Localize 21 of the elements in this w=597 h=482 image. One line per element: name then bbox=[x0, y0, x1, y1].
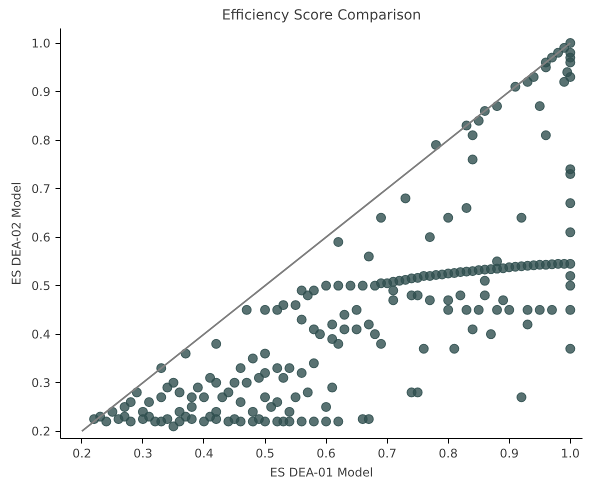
x-tick-label: 0.8 bbox=[438, 446, 458, 460]
x-tick-label: 0.4 bbox=[194, 446, 214, 460]
x-tick-label: 1.0 bbox=[560, 446, 580, 460]
y-tick-label: 0.9 bbox=[31, 85, 51, 100]
x-tick-label: 0.7 bbox=[378, 446, 397, 460]
y-tick-label: 0.4 bbox=[31, 328, 51, 342]
y-tick-label: 0.3 bbox=[31, 376, 51, 390]
x-tick-label: 0.5 bbox=[255, 446, 275, 460]
x-axis-title: ES DEA-01 Model bbox=[270, 466, 374, 480]
x-tick-label: 0.3 bbox=[133, 446, 152, 460]
x-tick-label: 0.6 bbox=[316, 446, 336, 460]
y-tick-label: 0.7 bbox=[31, 182, 51, 196]
y-tick-label: 1.0 bbox=[31, 36, 51, 51]
y-tick-label: 0.5 bbox=[31, 279, 51, 294]
y-tick-label: 0.2 bbox=[31, 424, 51, 439]
x-tick-label: 0.9 bbox=[500, 446, 519, 460]
y-axis-title: ES DEA-02 Model bbox=[9, 182, 24, 286]
x-tick-label: 0.2 bbox=[72, 446, 92, 460]
y-tick-label: 0.8 bbox=[31, 134, 51, 148]
chart-title: Efficiency Score Comparison bbox=[222, 8, 422, 24]
y-tick-label: 0.6 bbox=[31, 230, 51, 245]
